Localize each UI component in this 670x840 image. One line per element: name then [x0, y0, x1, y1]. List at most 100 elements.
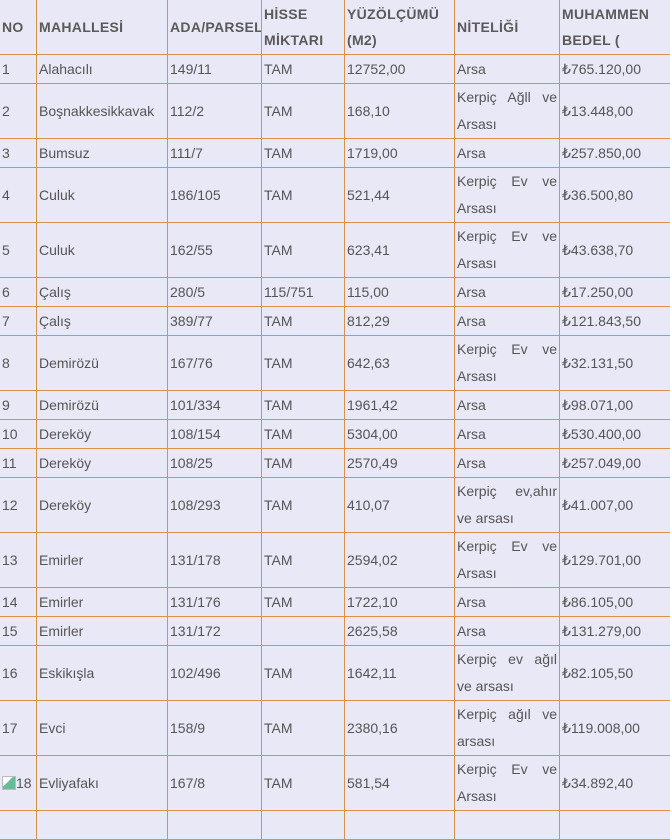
cell-hisse: TAM: [262, 420, 345, 449]
cell-text: 1961,42: [347, 397, 398, 413]
cell-hisse: TAM: [262, 533, 345, 588]
cell-text: 115/751: [264, 284, 314, 300]
cell-ada: 149/11: [168, 55, 262, 84]
cell-text: 10: [2, 426, 18, 442]
cell-text: ₺34.892,40: [562, 775, 633, 791]
cell-text: Kerpiç ev,ahır ve arsası: [457, 483, 557, 526]
cell-nitelik: Kerpiç Ev ve Arsası: [455, 336, 560, 391]
cell-text: Arsa: [457, 623, 486, 639]
cell-text: 186/105: [170, 187, 221, 203]
cell-text: Kerpiç Ev ve Arsası: [457, 761, 557, 804]
broken-image-icon: [2, 776, 16, 790]
cell-text: 102/496: [170, 665, 221, 681]
cell-text: Boşnakkesikkavak: [39, 103, 154, 119]
cell-ada: 102/496: [168, 646, 262, 701]
cell-text: 5304,00: [347, 426, 398, 442]
cell-no: 17: [0, 701, 37, 756]
cell-mahalle: Evci: [37, 701, 168, 756]
cell-text: 5: [2, 242, 10, 258]
cell-text: 2380,16: [347, 720, 398, 736]
cell-mahalle: Demirözü: [37, 391, 168, 420]
cell-text: 4: [2, 187, 10, 203]
cell-text: Evci: [39, 720, 65, 736]
cell-text: 2: [2, 103, 10, 119]
cell-no: 2: [0, 84, 37, 139]
cell-text: 1: [2, 61, 10, 77]
cell-text: 389/77: [170, 313, 213, 329]
cell-text: Alahacılı: [39, 61, 93, 77]
cell-text: ₺530.400,00: [562, 426, 641, 442]
cell-text: 410,07: [347, 497, 390, 513]
cell-bedel: ₺34.892,40: [560, 756, 670, 811]
cell-mahalle: Boşnakkesikkavak: [37, 84, 168, 139]
cell-text: Culuk: [39, 242, 75, 258]
cell-text: Kerpiç Ev ve Arsası: [457, 341, 557, 384]
cell-text: 18: [16, 775, 32, 791]
cell-text: ₺13.448,00: [562, 103, 633, 119]
cell-text: TAM: [264, 187, 293, 203]
cell-no: 1: [0, 55, 37, 84]
cell-bedel: ₺13.448,00: [560, 84, 670, 139]
cell-alan: 2570,49: [345, 449, 455, 478]
cell-ada: 162/55: [168, 223, 262, 278]
cell-text: Demirözü: [39, 355, 99, 371]
cell-hisse: TAM: [262, 391, 345, 420]
table-row: [0, 811, 670, 840]
cell-no: 3: [0, 139, 37, 168]
header-row: NO MAHALLESİ ADA/PARSEL HİSSE MİKTARI YÜ…: [0, 0, 670, 55]
cell-mahalle: Emirler: [37, 588, 168, 617]
cell-text: TAM: [264, 426, 293, 442]
cell-text: ₺121.843,50: [562, 313, 641, 329]
cell-text: Dereköy: [39, 497, 91, 513]
cell-text: Dereköy: [39, 426, 91, 442]
cell-mahalle: Dereköy: [37, 478, 168, 533]
cell-text: 8: [2, 355, 10, 371]
cell-hisse: TAM: [262, 55, 345, 84]
cell-text: 9: [2, 397, 10, 413]
cell-text: 131/178: [170, 552, 221, 568]
cell-text: Çalış: [39, 313, 71, 329]
cell-alan: 521,44: [345, 168, 455, 223]
cell-empty: [0, 811, 37, 840]
cell-text: 12: [2, 497, 18, 513]
cell-text: Kerpiç Ev ve Arsası: [457, 538, 557, 581]
cell-text: 11: [2, 455, 17, 471]
cell-bedel: ₺765.120,00: [560, 55, 670, 84]
cell-text: 2594,02: [347, 552, 398, 568]
header-yuzolcumu: YÜZÖLÇÜMÜ (M2): [345, 0, 455, 55]
cell-alan: 1642,11: [345, 646, 455, 701]
cell-ada: 108/25: [168, 449, 262, 478]
cell-text: 149/11: [170, 61, 212, 77]
cell-ada: 108/293: [168, 478, 262, 533]
cell-empty: [262, 811, 345, 840]
cell-no: 8: [0, 336, 37, 391]
cell-mahalle: Emirler: [37, 617, 168, 646]
cell-nitelik: Kerpiç Ev ve Arsası: [455, 168, 560, 223]
cell-text: 623,41: [347, 242, 390, 258]
cell-text: 162/55: [170, 242, 213, 258]
cell-mahalle: Demirözü: [37, 336, 168, 391]
cell-bedel: ₺17.250,00: [560, 278, 670, 307]
cell-alan: 115,00: [345, 278, 455, 307]
cell-alan: 1719,00: [345, 139, 455, 168]
cell-text: 1642,11: [347, 665, 397, 681]
cell-alan: 12752,00: [345, 55, 455, 84]
cell-bedel: ₺257.850,00: [560, 139, 670, 168]
cell-ada: 131/178: [168, 533, 262, 588]
header-bedel: MUHAMMEN BEDEL (: [560, 0, 670, 55]
cell-text: TAM: [264, 455, 293, 471]
cell-no: 11: [0, 449, 37, 478]
cell-hisse: TAM: [262, 139, 345, 168]
cell-nitelik: Kerpiç Ev ve Arsası: [455, 223, 560, 278]
cell-text: TAM: [264, 242, 293, 258]
cell-bedel: ₺129.701,00: [560, 533, 670, 588]
cell-nitelik: Kerpiç Ev ve Arsası: [455, 756, 560, 811]
cell-nitelik: Arsa: [455, 55, 560, 84]
